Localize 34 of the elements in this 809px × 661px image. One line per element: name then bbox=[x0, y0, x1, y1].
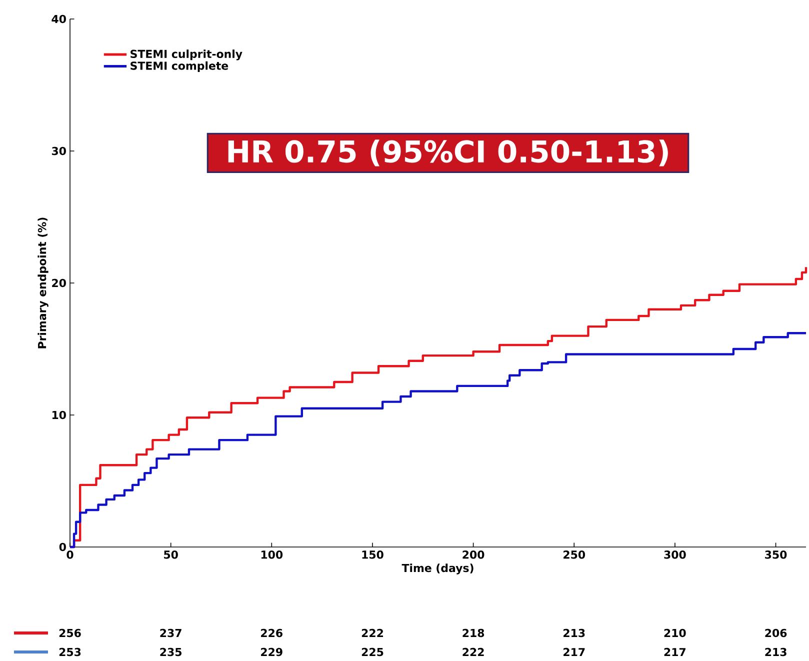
text: 256 bbox=[59, 628, 81, 638]
text: 237 bbox=[160, 628, 182, 638]
legend-label: STEMI complete bbox=[130, 61, 228, 72]
y-axis-title: Primary endpoint (%) bbox=[38, 218, 48, 348]
text: 222 bbox=[462, 648, 484, 656]
x-tick-label: 150 bbox=[362, 550, 384, 559]
text: 226 bbox=[261, 628, 282, 638]
text: 213 bbox=[765, 648, 786, 656]
y-tick-label: 0 bbox=[59, 542, 66, 552]
y-tick-label: 40 bbox=[52, 14, 66, 24]
text: 225 bbox=[362, 648, 384, 656]
x-tick-label: 50 bbox=[164, 550, 178, 559]
legend-label: STEMI culprit-only bbox=[130, 50, 242, 60]
y-tick-label: 30 bbox=[52, 146, 66, 156]
y-tick-label: 10 bbox=[52, 410, 66, 420]
x-tick-label: 350 bbox=[765, 550, 787, 559]
text: 217 bbox=[664, 648, 686, 656]
text: 218 bbox=[462, 628, 484, 638]
text: 213 bbox=[564, 628, 585, 638]
text: 217 bbox=[564, 648, 585, 656]
x-tick-label: 300 bbox=[664, 550, 686, 559]
annotation: HR 0.75 (95%CI 0.50-1.13) bbox=[228, 140, 668, 166]
text: 253 bbox=[59, 648, 81, 656]
x-tick-label: 200 bbox=[462, 550, 484, 559]
text: 222 bbox=[362, 628, 383, 638]
x-tick-label: 0 bbox=[66, 550, 74, 559]
x-tick-label: 250 bbox=[564, 550, 586, 559]
text: 210 bbox=[664, 628, 686, 638]
x-tick-label: 100 bbox=[261, 550, 283, 559]
text: 229 bbox=[261, 648, 282, 656]
x-axis-title: Time (days) bbox=[402, 564, 474, 574]
text: 206 bbox=[765, 628, 787, 638]
text: 235 bbox=[160, 648, 182, 656]
y-tick-label: 20 bbox=[52, 278, 66, 288]
